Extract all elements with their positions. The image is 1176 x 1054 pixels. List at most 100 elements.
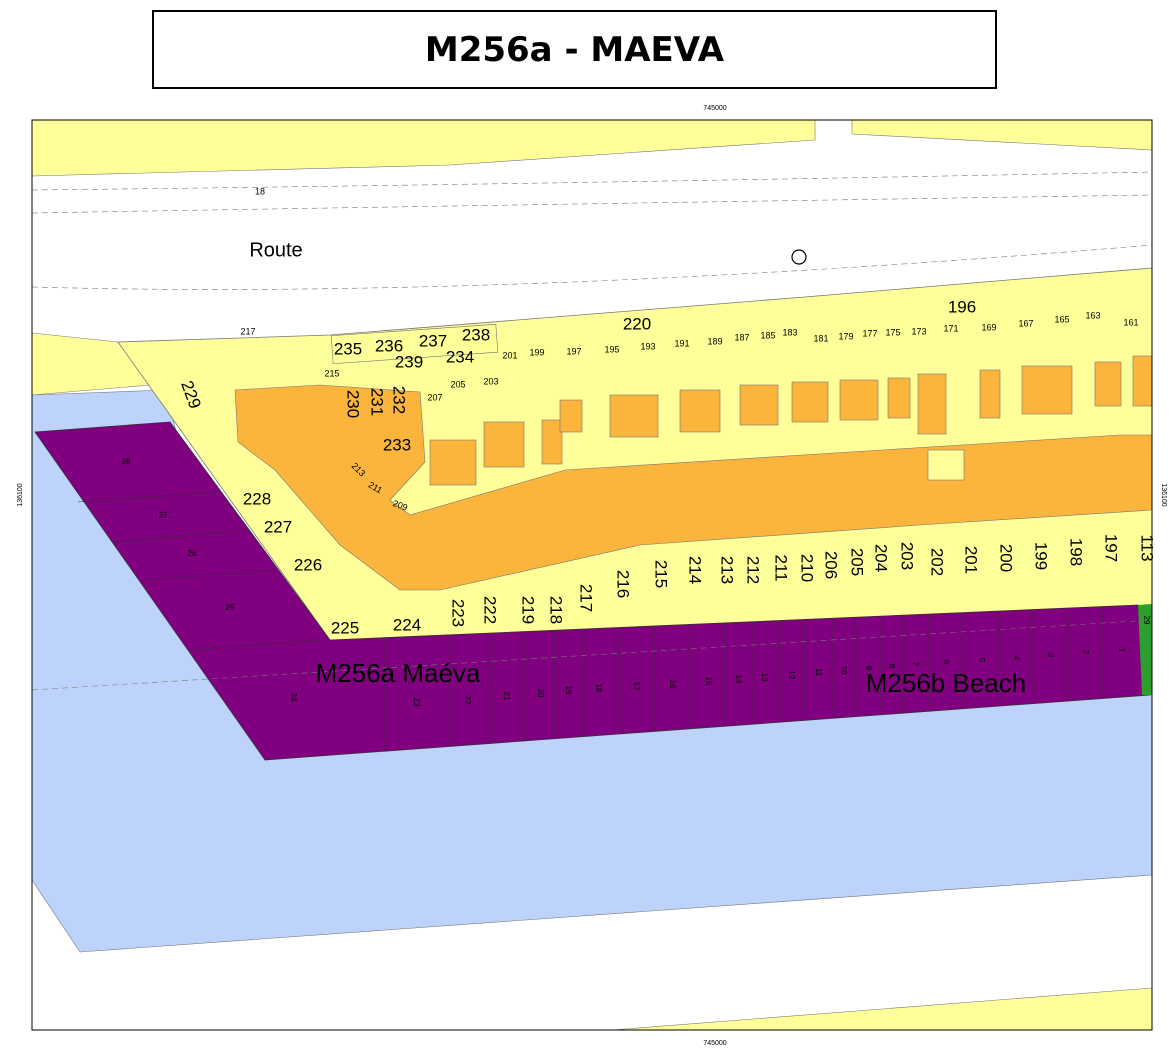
water-lot-label: 4 bbox=[1012, 656, 1021, 661]
water-lot-label: 24 bbox=[289, 693, 298, 702]
lot-label: 206 bbox=[822, 551, 841, 579]
lot-label: 236 bbox=[375, 336, 403, 355]
water-lot-label: 9 bbox=[864, 666, 873, 671]
water-lot-label: 26 bbox=[188, 549, 197, 558]
green-lot bbox=[1138, 604, 1152, 695]
map-title: M256a - MAEVA bbox=[152, 10, 997, 89]
lot-label: 235 bbox=[334, 339, 362, 358]
lot-label: 169 bbox=[981, 322, 996, 332]
lot-label: 216 bbox=[614, 570, 633, 598]
road-label: 18 bbox=[255, 186, 265, 196]
water-lot-label: 15 bbox=[704, 677, 713, 686]
lot-label: 173 bbox=[911, 326, 926, 336]
lot-label: 227 bbox=[264, 517, 292, 536]
lot-label: 197 bbox=[1102, 534, 1121, 562]
water-lot-label: 10 bbox=[839, 666, 848, 675]
lot-label: 228 bbox=[243, 489, 271, 508]
lot-label: 219 bbox=[519, 596, 538, 624]
road-lines bbox=[32, 171, 1152, 691]
buildings bbox=[234, 384, 1152, 591]
lot-label: 222 bbox=[481, 596, 500, 624]
lot-label: 203 bbox=[898, 542, 917, 570]
lot-label: 171 bbox=[943, 323, 958, 333]
lot-label: 198 bbox=[1067, 538, 1086, 566]
lot-label: 189 bbox=[707, 336, 722, 346]
lot-label: 212 bbox=[744, 556, 763, 584]
lot-label: 185 bbox=[760, 330, 775, 340]
lot-label: 200 bbox=[997, 544, 1016, 572]
courtyard bbox=[927, 449, 965, 481]
water-lot-label: 6 bbox=[942, 660, 951, 665]
lot-label: 193 bbox=[640, 341, 655, 351]
lot-label: 175 bbox=[885, 327, 900, 337]
lot-label: 224 bbox=[393, 615, 421, 634]
lot-label: 163 bbox=[1085, 310, 1100, 320]
water-lot-label: 13 bbox=[760, 673, 769, 682]
lot-label: 226 bbox=[294, 555, 322, 574]
lot-label: 161 bbox=[1123, 317, 1138, 327]
lot-label: 205 bbox=[450, 379, 465, 389]
lot-label: 234 bbox=[446, 347, 474, 366]
water-lot-label: 27 bbox=[159, 511, 168, 520]
lot-label: 113 bbox=[1138, 534, 1157, 561]
water-lot-label: 3 bbox=[1046, 653, 1055, 658]
lot-label: 207 bbox=[427, 392, 442, 402]
water-lot-label: 16 bbox=[668, 680, 677, 689]
water-lot-label: 21 bbox=[502, 692, 511, 701]
water-lot-label: 22 bbox=[463, 696, 472, 705]
zone-label: M256b Beach bbox=[866, 668, 1026, 698]
lot-label: 215 bbox=[652, 560, 671, 588]
road-label: 217 bbox=[240, 326, 255, 336]
lot-label: 214 bbox=[686, 556, 705, 584]
coordinate-label: 745000 bbox=[703, 1040, 726, 1047]
water-lot-label: 2 bbox=[1081, 650, 1090, 655]
lot-label: 199 bbox=[529, 347, 544, 357]
lot-label: 239 bbox=[395, 352, 423, 371]
lot-label: 203 bbox=[483, 376, 498, 386]
water-lot-label: 28 bbox=[122, 457, 131, 466]
road-marker bbox=[791, 249, 807, 265]
buildings bbox=[429, 355, 1152, 486]
water-lot-label: 11 bbox=[814, 668, 823, 677]
water-lot-label: 23 bbox=[412, 698, 421, 707]
lot-label: 230 bbox=[344, 390, 363, 418]
lot-lines bbox=[77, 491, 1104, 750]
lot-label: 223 bbox=[449, 599, 468, 627]
lot-label: 191 bbox=[674, 338, 689, 348]
zone-label: M256a Maéva bbox=[316, 658, 481, 688]
lot-label: 187 bbox=[734, 332, 749, 342]
lot-label: 218 bbox=[547, 596, 566, 624]
lot-label: 237 bbox=[419, 331, 447, 350]
lot-label: 215 bbox=[324, 368, 339, 378]
lot-label: 204 bbox=[872, 544, 891, 572]
lot-label: 210 bbox=[798, 554, 817, 582]
lot-label: 232 bbox=[390, 386, 409, 414]
lot-label: 199 bbox=[1032, 542, 1051, 570]
lot-label: 213 bbox=[718, 556, 737, 584]
lot-label: 167 bbox=[1018, 318, 1033, 328]
parcel bbox=[611, 987, 1152, 1030]
water-lot-label: 20 bbox=[536, 689, 545, 698]
coordinate-label: 136100 bbox=[17, 483, 24, 506]
water-lot-label: 7 bbox=[911, 662, 920, 667]
water-lot-label: 17 bbox=[632, 682, 641, 691]
lot-label: 29 bbox=[1142, 616, 1151, 625]
lot-label: 231 bbox=[368, 388, 387, 416]
lot-label: 201 bbox=[962, 546, 981, 574]
road-name: Route bbox=[249, 239, 302, 261]
parcel bbox=[851, 120, 1152, 151]
parcel bbox=[32, 120, 816, 177]
block-label: 220 bbox=[623, 314, 651, 333]
lot-label: 233 bbox=[383, 435, 411, 454]
water-lot-label: 8 bbox=[887, 664, 896, 669]
lot-label: 205 bbox=[848, 548, 867, 576]
block-label: 196 bbox=[948, 297, 976, 316]
lot-label: 179 bbox=[838, 331, 853, 341]
lot-label: 201 bbox=[502, 350, 517, 360]
coordinate-label: 745000 bbox=[703, 105, 726, 112]
lot-label: 183 bbox=[782, 327, 797, 337]
lot-label: 181 bbox=[813, 333, 828, 343]
lot-label: 217 bbox=[577, 584, 596, 612]
